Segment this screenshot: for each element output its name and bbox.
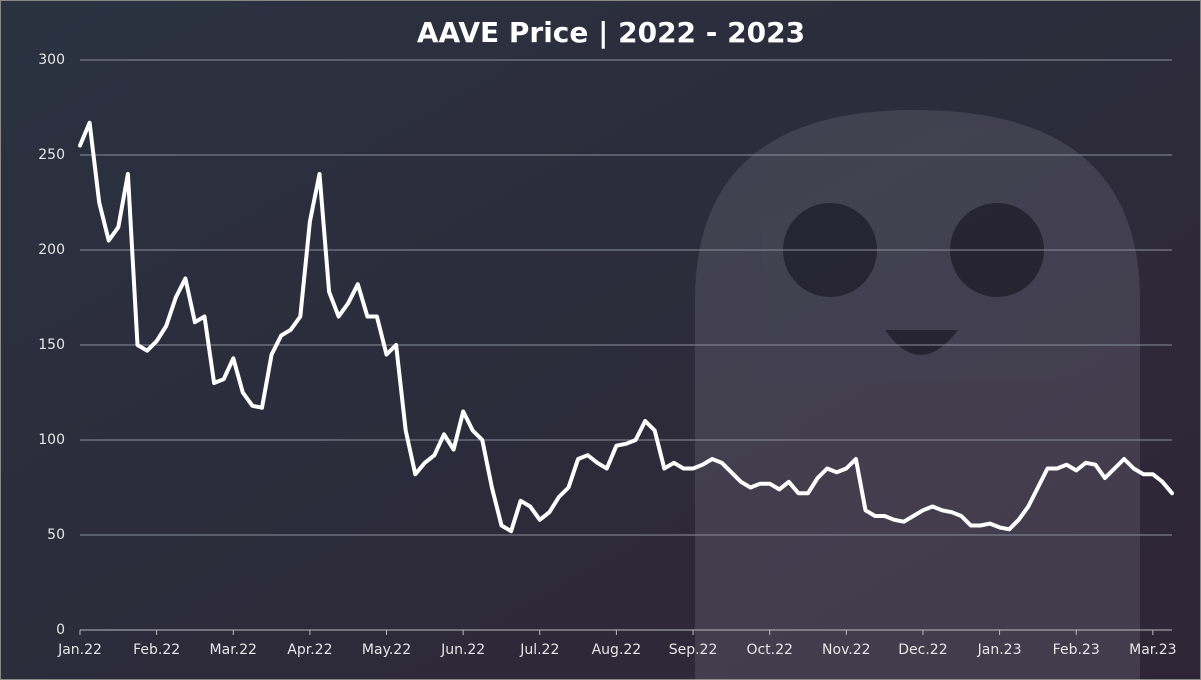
x-tick-label: Sep.22 [669,642,718,658]
x-tick-label: Oct.22 [746,642,792,658]
x-tick-label: Feb.22 [133,642,180,658]
y-tick-label: 300 [38,52,65,68]
x-tick-label: Jun.22 [440,642,485,658]
y-tick-label: 50 [47,527,65,543]
x-tick-label: Mar.22 [210,642,257,658]
y-tick-label: 150 [38,337,65,353]
y-tick-label: 200 [38,242,65,258]
price-line [78,120,1174,534]
x-tick-label: Feb.23 [1053,642,1100,658]
x-tick-label: Aug.22 [592,642,642,658]
y-tick-label: 250 [38,147,65,163]
x-tick-label: Jan.22 [57,642,102,658]
x-tick-label: Mar.23 [1129,642,1176,658]
y-tick-label: 0 [56,622,65,638]
x-tick-label: Dec.22 [898,642,947,658]
chart-title: AAVE Price | 2022 - 2023 [417,16,805,49]
y-tick-label: 100 [38,432,65,448]
x-tick-label: May.22 [362,642,411,658]
x-tick-label: Apr.22 [287,642,332,658]
ghost-watermark [695,110,1140,680]
x-tick-label: Nov.22 [822,642,871,658]
x-tick-label: Jul.22 [519,642,559,658]
x-tick-label: Jan.23 [977,642,1022,658]
